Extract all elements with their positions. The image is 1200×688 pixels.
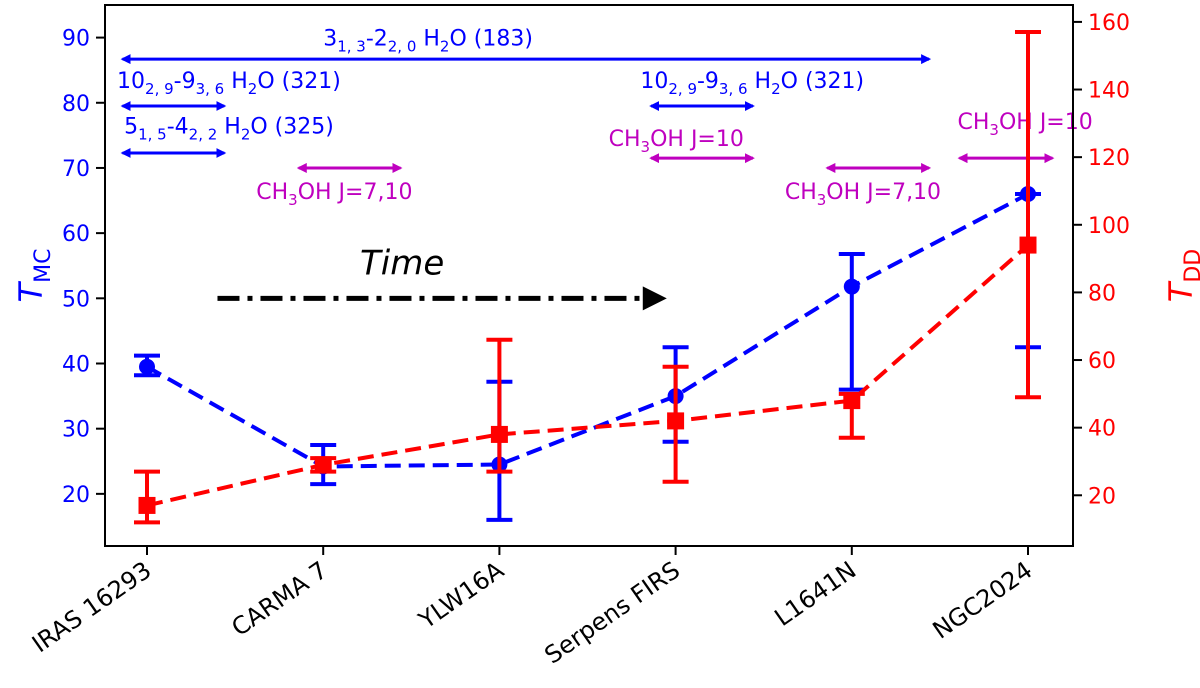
data-point bbox=[843, 278, 860, 295]
right-axis-tick-label: 100 bbox=[1088, 214, 1130, 239]
x-axis-tick-label: CARMA 7 bbox=[227, 556, 333, 642]
right-axis-tick-label: 120 bbox=[1088, 146, 1130, 171]
data-point bbox=[1019, 236, 1037, 254]
annotation-label: 51, 5-42, 2 H2O (325) bbox=[124, 114, 334, 143]
annotation-label: 31, 3-22, 0 H2O (183) bbox=[323, 26, 533, 55]
plot-frame bbox=[104, 4, 1074, 547]
series-T_MC bbox=[134, 186, 1041, 522]
annotation-label: 102, 9-93, 6 H2O (321) bbox=[117, 69, 341, 98]
data-point bbox=[138, 496, 156, 514]
left-axis-tick-label: 80 bbox=[62, 92, 90, 117]
annotation-label: CH3OH J=10 bbox=[958, 110, 1093, 139]
annotation-label: CH3OH J=10 bbox=[609, 127, 744, 156]
time-arrow-label: Time bbox=[360, 243, 444, 283]
x-axis-tick-label: IRAS 16293 bbox=[27, 556, 156, 658]
left-axis-tick-label: 90 bbox=[62, 27, 90, 52]
right-axis-tick-label: 160 bbox=[1088, 11, 1130, 36]
annotation-label: 102, 9-93, 6 H2O (321) bbox=[640, 69, 864, 98]
right-axis-tick-label: 20 bbox=[1088, 484, 1116, 509]
annotations-layer: Time 31, 3-22, 0 H2O (183) 102, 9-93, 6 H2… bbox=[117, 26, 1093, 311]
right-axis-tick-label: 40 bbox=[1088, 417, 1116, 442]
x-axis-tick-label: Serpens FIRS bbox=[540, 556, 685, 670]
data-point bbox=[667, 412, 685, 430]
left-axis-tick-label: 50 bbox=[62, 287, 90, 312]
x-axis-tick-label: NGC2024 bbox=[928, 556, 1038, 645]
series-line bbox=[146, 192, 1029, 469]
time-arrow-head bbox=[642, 286, 667, 311]
right-axis-tick-label: 60 bbox=[1088, 349, 1116, 374]
left-axis-title: TMC bbox=[12, 249, 56, 303]
annotation-label: CH3OH J=7,10 bbox=[256, 180, 412, 209]
data-point bbox=[314, 456, 332, 474]
left-axis-tick-label: 30 bbox=[62, 418, 90, 443]
left-axis-tick-label: 40 bbox=[62, 352, 90, 377]
annotation-label: CH3OH J=7,10 bbox=[785, 180, 941, 209]
left-axis-tick-label: 20 bbox=[62, 483, 90, 508]
x-axis-tick-label: YLW16A bbox=[413, 556, 509, 635]
right-axis-title: TDD bbox=[1162, 249, 1200, 302]
series-layer bbox=[134, 30, 1041, 525]
series-line bbox=[146, 243, 1030, 508]
left-axis-tick-label: 60 bbox=[62, 222, 90, 247]
series-T_DD bbox=[134, 30, 1041, 525]
left-axis-tick-label: 70 bbox=[62, 157, 90, 182]
data-point bbox=[843, 392, 861, 410]
data-point bbox=[139, 358, 155, 375]
x-axis-tick-label: L1641N bbox=[769, 556, 861, 632]
right-axis-tick-label: 80 bbox=[1088, 281, 1116, 306]
right-axis-tick-label: 140 bbox=[1088, 79, 1130, 104]
data-point bbox=[490, 425, 508, 443]
